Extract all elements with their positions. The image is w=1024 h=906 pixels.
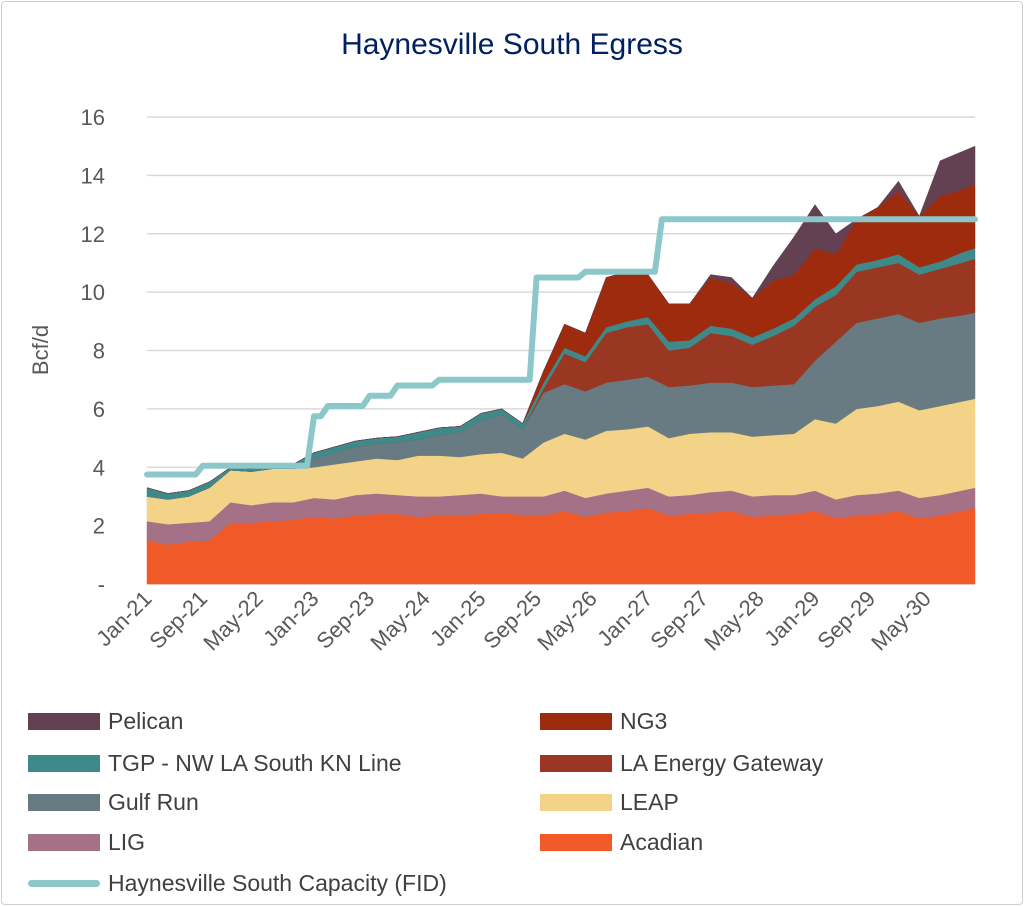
legend-swatch (28, 794, 100, 811)
area-pelican (146, 145, 976, 494)
legend-label: LA Energy Gateway (620, 750, 824, 776)
legend-label: LEAP (620, 789, 679, 815)
x-tick-label: Jan-23 (258, 586, 323, 651)
legend-swatch (28, 755, 100, 772)
legend-swatch (28, 834, 100, 851)
y-tick-labels: - 2 4 6 8 10 12 14 16 (81, 105, 105, 597)
y-tick-label: 10 (81, 280, 105, 305)
legend-swatch (540, 794, 612, 811)
legend-label: Acadian (620, 829, 704, 855)
legend-item: Acadian (540, 829, 703, 856)
x-tick-label: Sep-23 (311, 586, 379, 654)
x-tick-label: Sep-27 (645, 586, 713, 654)
legend-swatch (28, 713, 100, 730)
legend-item: LIG (28, 829, 145, 856)
capacity-line (144, 216, 978, 478)
x-tick-label: Sep-21 (144, 586, 212, 654)
legend-swatch (540, 834, 612, 851)
legend-label: Pelican (108, 708, 184, 734)
x-tick-label: May-22 (198, 586, 268, 656)
y-axis-label: Bcf/d (28, 325, 53, 375)
x-tick-labels: Jan-21Sep-21May-22Jan-23Sep-23May-24Jan-… (91, 586, 936, 656)
y-tick-label: 12 (81, 222, 105, 247)
legend-item: Haynesville South Capacity (FID) (28, 870, 447, 897)
legend-swatch (540, 755, 612, 772)
x-tick-label: May-24 (365, 586, 435, 656)
x-tick-label: Jan-29 (759, 586, 824, 651)
legend-item: NG3 (540, 708, 667, 735)
x-tick-label: Jan-25 (425, 586, 490, 651)
legend-item: TGP - NW LA South KN Line (28, 750, 402, 777)
chart-title: Haynesville South Egress (341, 28, 683, 61)
y-tick-label: 4 (93, 455, 105, 480)
x-tick-label: May-26 (532, 586, 602, 656)
y-tick-label: 2 (93, 514, 105, 539)
x-tick-label: Sep-29 (812, 586, 880, 654)
x-tick-label: Sep-25 (478, 586, 546, 654)
capacity-line-group (144, 216, 978, 478)
legend-label: NG3 (620, 708, 668, 734)
legend-label: TGP - NW LA South KN Line (108, 750, 402, 776)
legend-label: Gulf Run (108, 789, 199, 815)
y-tick-label: - (98, 572, 105, 597)
y-tick-label: 8 (93, 339, 105, 364)
stacked-areas (146, 145, 976, 585)
legend-label: LIG (108, 829, 146, 855)
x-tick-label: May-30 (866, 586, 936, 656)
y-tick-label: 16 (81, 105, 105, 130)
y-tick-label: 14 (81, 163, 105, 188)
legend-item: Pelican (28, 708, 183, 735)
legend-item: Gulf Run (28, 789, 199, 816)
y-tick-label: 6 (93, 397, 105, 422)
legend-swatch (540, 713, 612, 730)
legend-line-swatch (28, 880, 100, 887)
x-tick-label: May-28 (699, 586, 769, 656)
legend-item: LA Energy Gateway (540, 750, 823, 777)
legend-item: LEAP (540, 789, 679, 816)
x-tick-label: Jan-27 (592, 586, 657, 651)
legend-label: Haynesville South Capacity (FID) (108, 870, 447, 896)
